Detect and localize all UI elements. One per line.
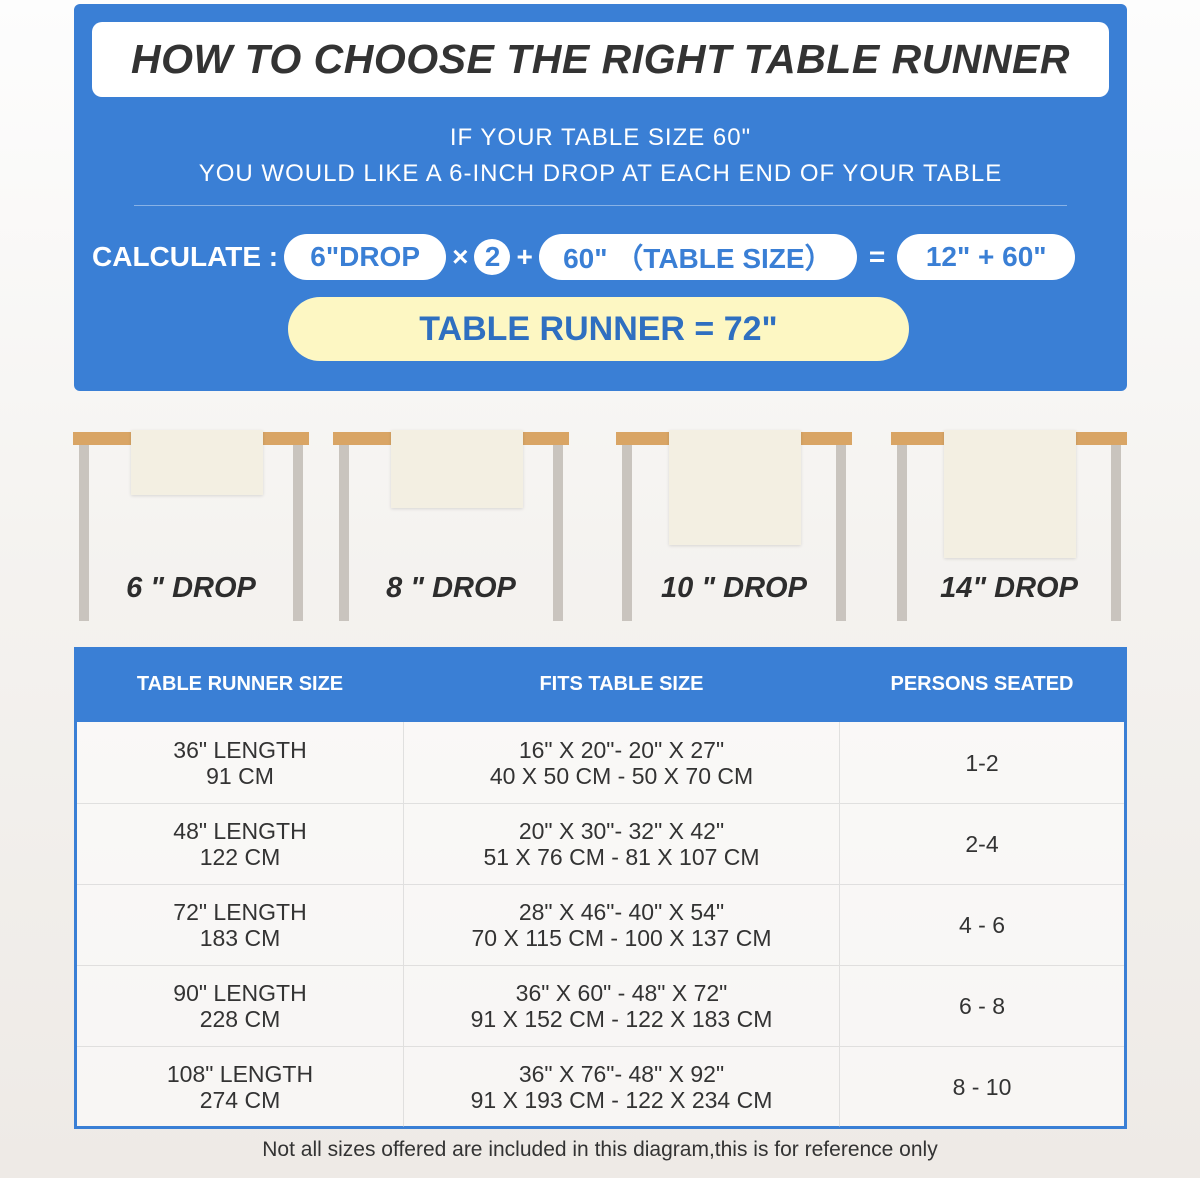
table-leg bbox=[836, 445, 846, 621]
size-inches: 90" LENGTH bbox=[173, 980, 307, 1006]
header-fits-table: FITS TABLE SIZE bbox=[539, 673, 704, 695]
table-row: 108" LENGTH 274 CM 36" X 76"- 48" X 92" 91… bbox=[77, 1046, 1124, 1127]
drop-label: 6 " DROP bbox=[126, 572, 256, 604]
multiplier-circle: 2 bbox=[474, 239, 511, 275]
size-cm: 274 CM bbox=[199, 1087, 281, 1113]
fits-cell: 36" X 60" - 48" X 72" 91 X 152 CM - 122 X… bbox=[403, 966, 840, 1046]
runner-drop bbox=[669, 430, 801, 545]
size-inches: 72" LENGTH bbox=[173, 899, 307, 925]
header-runner-size: TABLE RUNNER SIZE bbox=[136, 673, 344, 695]
size-cm: 183 CM bbox=[199, 925, 281, 951]
size-inches: 36" LENGTH bbox=[173, 736, 307, 763]
table-row: 48" LENGTH 122 CM 20" X 30"- 32" X 42" 51 … bbox=[77, 803, 1124, 884]
calculation-panel: HOW TO CHOOSE THE RIGHT TABLE RUNNER IF … bbox=[74, 4, 1127, 391]
table-size-pill: 60" （TABLE SIZE） bbox=[538, 234, 857, 280]
table-leg bbox=[1111, 445, 1121, 621]
fits-cell: 28" X 46"- 40" X 54" 70 X 115 CM - 100 X … bbox=[403, 885, 840, 965]
table-row: 90" LENGTH 228 CM 36" X 60" - 48" X 72" 91… bbox=[77, 965, 1124, 1046]
header-persons: PERSONS SEATED bbox=[890, 673, 1074, 695]
fits-cell: 16" X 20"- 20" X 27" 40 X 50 CM - 50 X 70… bbox=[403, 722, 840, 803]
size-table: TABLE RUNNER SIZE FITS TABLE SIZE PERSON… bbox=[74, 647, 1127, 1129]
fits-inches: 20" X 30"- 32" X 42" bbox=[518, 818, 725, 844]
drop-illustration-6: 6 " DROP bbox=[73, 430, 309, 622]
drop-label: 10 " DROP bbox=[661, 572, 807, 604]
runner-size-cell: 90" LENGTH 228 CM bbox=[77, 966, 403, 1046]
drop-label: 8 " DROP bbox=[386, 572, 516, 604]
table-header: TABLE RUNNER SIZE FITS TABLE SIZE PERSON… bbox=[77, 647, 1124, 722]
equals-sign: = bbox=[868, 241, 886, 272]
fits-inches: 16" X 20"- 20" X 27" bbox=[518, 736, 725, 763]
persons-cell: 6 - 8 bbox=[958, 993, 1006, 1019]
table-leg bbox=[339, 445, 349, 621]
runner-drop bbox=[944, 430, 1076, 558]
table-row: 72" LENGTH 183 CM 28" X 46"- 40" X 54" 70 … bbox=[77, 884, 1124, 965]
table-leg bbox=[622, 445, 632, 621]
persons-cell: 1-2 bbox=[965, 749, 999, 776]
persons-cell: 2-4 bbox=[965, 831, 999, 857]
runner-size-cell: 48" LENGTH 122 CM bbox=[77, 804, 403, 884]
page-title: HOW TO CHOOSE THE RIGHT TABLE RUNNER bbox=[92, 22, 1109, 97]
size-cm: 122 CM bbox=[199, 844, 281, 870]
runner-size-cell: 36" LENGTH 91 CM bbox=[77, 722, 403, 803]
times-sign: × bbox=[452, 241, 469, 272]
table-leg bbox=[79, 445, 89, 621]
calculate-label: CALCULATE : bbox=[92, 241, 279, 272]
fits-cell: 36" X 76"- 48" X 92" 91 X 193 CM - 122 X … bbox=[403, 1047, 840, 1127]
size-inches: 48" LENGTH bbox=[173, 818, 307, 844]
fits-inches: 36" X 76"- 48" X 92" bbox=[518, 1061, 725, 1087]
runner-drop bbox=[131, 430, 263, 495]
sum-pill: 12" + 60" bbox=[897, 234, 1076, 280]
intro-line-1: IF YOUR TABLE SIZE 60" bbox=[449, 124, 752, 151]
fits-cell: 20" X 30"- 32" X 42" 51 X 76 CM - 81 X 10… bbox=[403, 804, 840, 884]
persons-cell: 8 - 10 bbox=[952, 1074, 1012, 1100]
fits-inches: 28" X 46"- 40" X 54" bbox=[518, 899, 725, 925]
intro-line-2: YOU WOULD LIKE A 6-INCH DROP AT EACH END… bbox=[198, 160, 1003, 187]
table-row: 36" LENGTH 91 CM 16" X 20"- 20" X 27" 40 X… bbox=[77, 722, 1124, 803]
drop-pill: 6"DROP bbox=[284, 234, 447, 280]
table-leg bbox=[293, 445, 303, 621]
drop-illustration-10: 10 " DROP bbox=[616, 430, 852, 622]
footnote: Not all sizes offered are included in th… bbox=[262, 1138, 938, 1161]
fits-cm: 51 X 76 CM - 81 X 107 CM bbox=[483, 844, 760, 870]
fits-cm: 91 X 193 CM - 122 X 234 CM bbox=[470, 1087, 773, 1113]
size-inches: 108" LENGTH bbox=[166, 1061, 314, 1087]
fits-inches: 36" X 60" - 48" X 72" bbox=[515, 980, 728, 1006]
plus-sign: + bbox=[516, 241, 533, 272]
divider bbox=[134, 205, 1067, 206]
drop-illustration-8: 8 " DROP bbox=[333, 430, 569, 622]
table-leg bbox=[897, 445, 907, 621]
runner-drop bbox=[391, 430, 523, 508]
result-pill: TABLE RUNNER = 72" bbox=[288, 297, 909, 361]
runner-size-cell: 108" LENGTH 274 CM bbox=[77, 1047, 403, 1127]
fits-cm: 91 X 152 CM - 122 X 183 CM bbox=[470, 1006, 773, 1032]
size-cm: 228 CM bbox=[199, 1006, 281, 1032]
fits-cm: 70 X 115 CM - 100 X 137 CM bbox=[471, 925, 772, 951]
runner-size-cell: 72" LENGTH 183 CM bbox=[77, 885, 403, 965]
fits-cm: 40 X 50 CM - 50 X 70 CM bbox=[489, 762, 754, 789]
persons-cell: 4 - 6 bbox=[958, 912, 1006, 938]
drop-illustration-14: 14" DROP bbox=[891, 430, 1127, 622]
calculation-row: CALCULATE : 6"DROP × 2 + 60" （TABLE SIZE… bbox=[92, 232, 1076, 282]
drop-label: 14" DROP bbox=[940, 572, 1078, 604]
table-leg bbox=[553, 445, 563, 621]
size-cm: 91 CM bbox=[206, 762, 274, 789]
